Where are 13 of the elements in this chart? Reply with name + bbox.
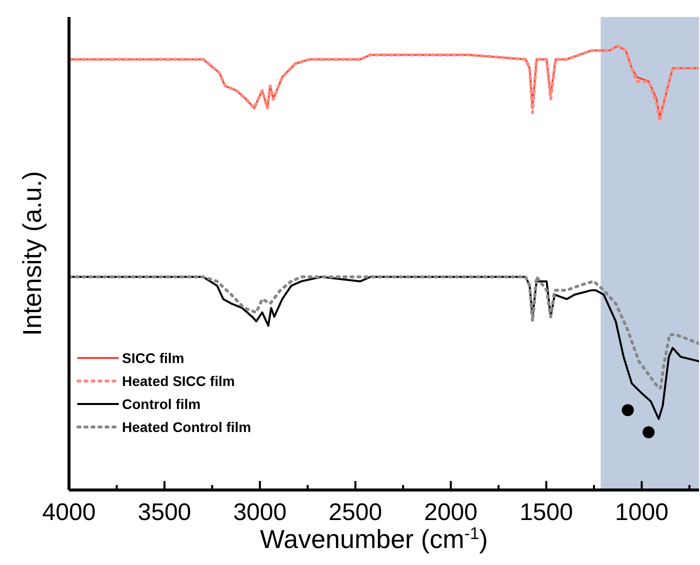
y-axis-title: Intensity (a.u.) xyxy=(17,171,47,336)
x-tick-label: 1000 xyxy=(615,499,668,526)
x-tick-label: 4000 xyxy=(42,499,96,526)
legend-label: Control film xyxy=(122,396,201,412)
x-tick-label: 2500 xyxy=(328,499,382,526)
x-tick-label: 3000 xyxy=(233,499,287,526)
legend-label: Heated SICC film xyxy=(122,372,235,389)
x-tick-label: 3500 xyxy=(138,499,192,526)
x-tick-label: 2000 xyxy=(424,499,478,526)
legend-label: Heated Control film xyxy=(122,418,252,435)
legend-label: SICC film xyxy=(122,350,184,366)
x-tick-label: 1500 xyxy=(520,499,573,526)
x-axis-title: Wavenumber (cm$^{-1}$) xyxy=(260,524,488,554)
